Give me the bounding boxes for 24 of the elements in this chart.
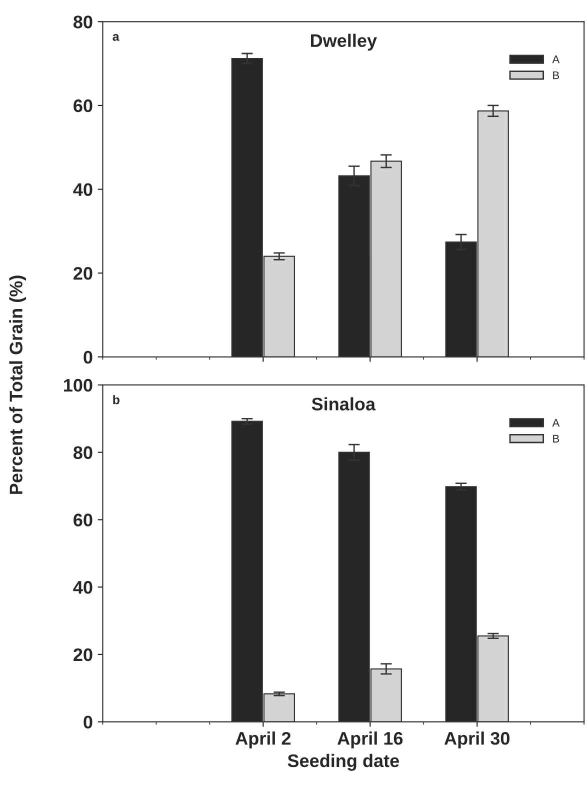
y-tick-label: 60 bbox=[74, 514, 92, 526]
x-tick-label: April 16 bbox=[337, 732, 403, 748]
legend-label: B bbox=[553, 434, 560, 443]
x-tick-label: April 30 bbox=[444, 732, 510, 748]
legend-label: A bbox=[552, 418, 560, 427]
text: a bbox=[112, 34, 120, 41]
y-tick-label: 0 bbox=[84, 716, 92, 729]
x-tick-label: April 2 bbox=[236, 732, 291, 748]
y-tick-label: 40 bbox=[73, 183, 92, 196]
y-axis-title: Percent of Total Grain (%) bbox=[9, 276, 26, 494]
y-tick-label: 100 bbox=[64, 378, 92, 392]
y-tick-label: 40 bbox=[73, 581, 92, 594]
y-tick-label: 0 bbox=[84, 350, 92, 364]
text: Dwelley bbox=[310, 34, 377, 51]
y-tick-label: 20 bbox=[74, 648, 92, 662]
x-axis-title: Seeding date bbox=[288, 754, 399, 771]
y-tick-label: 60 bbox=[74, 99, 92, 112]
legend-label: B bbox=[553, 71, 560, 80]
text: Sinaloa bbox=[312, 397, 376, 410]
legend-label: A bbox=[552, 56, 560, 64]
text: b bbox=[113, 395, 120, 404]
y-tick-label: 20 bbox=[74, 267, 92, 280]
y-tick-label: 80 bbox=[73, 446, 92, 460]
y-tick-label: 80 bbox=[73, 16, 92, 28]
